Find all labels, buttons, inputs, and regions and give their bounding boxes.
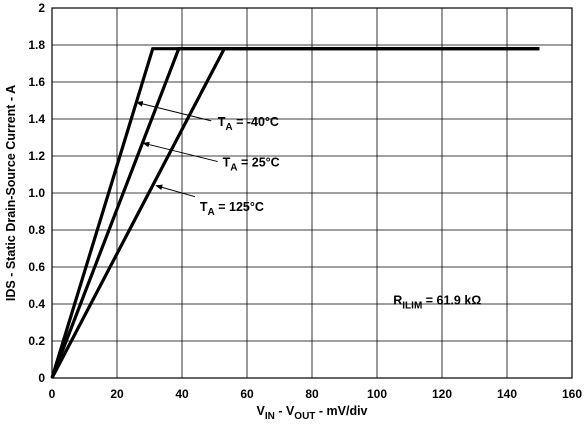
x-tick-label: 80 (305, 387, 319, 401)
y-tick-label: 1.2 (28, 149, 45, 163)
x-tick-label: 40 (175, 387, 189, 401)
plot-border (51, 7, 573, 379)
tick-labels: 0 20 40 60 80 100 120 140 160 0 0.2 0.4 0.6 0.8 1.0 1.2… (28, 1, 582, 401)
x-tick-label: 140 (497, 387, 517, 401)
annotation-arrow-ta-m40 (135, 101, 212, 122)
annotation-arrow-ta-125 (155, 184, 196, 198)
y-tick-label: 1.4 (28, 112, 45, 126)
y-tick-label: 1.8 (28, 38, 45, 52)
rilim-label: RILIM = 61.9 kΩ (393, 293, 481, 311)
y-tick-label: 2 (38, 1, 45, 15)
y-tick-label: 0.2 (28, 334, 45, 348)
grid (51, 7, 573, 379)
y-tick-label: 0 (38, 371, 45, 385)
annotation-label-ta-25: TA = 25°C (223, 156, 280, 174)
y-axis-title: IDS - Static Drain-Source Current - A (4, 85, 18, 301)
y-tick-label: 0.6 (28, 260, 45, 274)
annotation-label-ta-m40: TA = -40°C (218, 115, 279, 133)
plot-frame (51, 7, 573, 379)
annotation-arrow-ta-25 (142, 141, 218, 163)
x-tick-label: 60 (240, 387, 254, 401)
series-line-0 (50, 47, 540, 379)
y-tick-label: 1.0 (28, 186, 45, 200)
annotation-label-ta-125: TA = 125°C (200, 200, 264, 218)
series-line-1 (50, 47, 540, 379)
annotations: TA = -40°C TA = 25°C TA = 125°C RILIM = 61.… (135, 101, 481, 311)
x-tick-label: 0 (49, 387, 56, 401)
y-tick-label: 0.4 (28, 297, 45, 311)
axis-titles: VIN - VOUT - mV/div IDS - Static Drain-So… (4, 85, 368, 422)
x-tick-label: 100 (367, 387, 387, 401)
series-line-2 (50, 47, 540, 379)
x-tick-label: 160 (562, 387, 582, 401)
series-lines (50, 47, 540, 379)
x-tick-label: 20 (110, 387, 124, 401)
y-tick-label: 0.8 (28, 223, 45, 237)
y-tick-label: 1.6 (28, 75, 45, 89)
x-axis-title: VIN - VOUT - mV/div (257, 404, 368, 422)
x-tick-label: 120 (432, 387, 452, 401)
